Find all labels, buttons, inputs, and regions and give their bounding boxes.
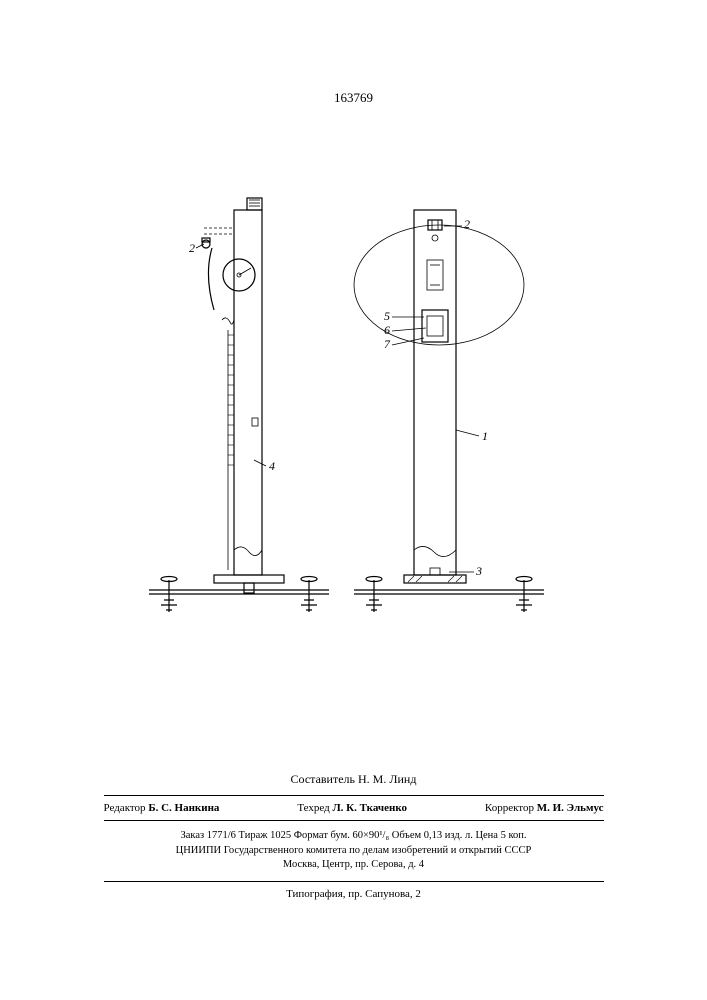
figure-label-5: 5 [384,309,390,323]
figure-label-2b: 2 [464,217,470,231]
technical-figure: 2 4 2 1 3 5 6 7 [104,180,604,680]
footer: Составитель Н. М. Линд Редактор Б. С. На… [104,772,604,900]
techred: Техред Л. К. Ткаченко [297,802,407,814]
figure-label-7: 7 [384,337,391,351]
page-number: 163769 [334,90,373,106]
typography-line: Типография, пр. Сапунова, 2 [104,888,604,900]
compositor-line: Составитель Н. М. Линд [104,772,604,787]
editor: Редактор Б. С. Нанкина [104,802,220,814]
figure-label-6: 6 [384,323,390,337]
publication-info: Заказ 1771/6 Тираж 1025 Формат бум. 60×9… [104,825,604,877]
credits-row: Редактор Б. С. Нанкина Техред Л. К. Ткач… [104,800,604,816]
corrector: Корректор М. И. Эльмус [485,802,604,814]
figure-label-4: 4 [269,459,275,473]
figure-label-1: 1 [482,429,488,443]
figure-label-2a: 2 [189,241,195,255]
figure-label-3: 3 [475,564,482,578]
